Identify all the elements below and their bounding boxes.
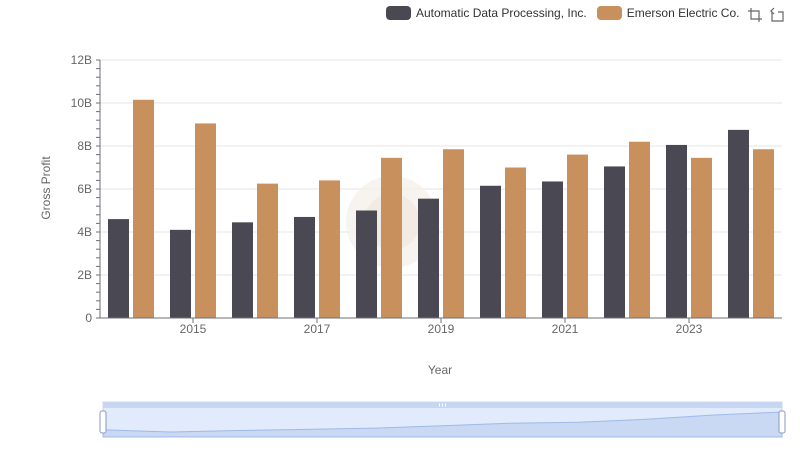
y-tick-label: 8B (77, 139, 92, 153)
bar-adp-2023 (666, 144, 687, 318)
bar-emerson-2014 (133, 99, 154, 319)
bar-adp-2020 (480, 185, 501, 318)
x-axis-title: Year (428, 363, 452, 377)
y-tick-label: 10B (71, 96, 92, 110)
bar-emerson-2018 (381, 157, 402, 318)
bar-emerson-2017 (319, 180, 340, 318)
data-zoom-handle-right (778, 410, 786, 434)
x-tick-label: 2017 (304, 322, 331, 336)
toolbox (746, 6, 790, 24)
bar-emerson-2024 (753, 149, 774, 318)
x-tick-label: 2019 (428, 322, 455, 336)
legend-item-adp[interactable]: Automatic Data Processing, Inc. (386, 6, 587, 20)
bar-adp-2018 (356, 210, 377, 318)
bar-adp-2024 (728, 129, 749, 318)
bar-emerson-2015 (195, 123, 216, 318)
bar-adp-2014 (108, 219, 129, 318)
bar-emerson-2021 (567, 154, 588, 318)
x-axis: 2015 2017 2019 2021 2023 (100, 317, 782, 336)
bar-emerson-2023 (691, 157, 712, 318)
legend-swatch-emerson (596, 6, 622, 20)
bar-emerson-2020 (505, 167, 526, 318)
y-axis: 0 2B 4B 6B 8B 10B 12B (71, 53, 101, 325)
y-tick-label: 2B (77, 268, 92, 282)
data-zoom-slider[interactable] (99, 401, 786, 438)
bar-adp-2016 (232, 222, 253, 318)
legend-swatch-adp (386, 6, 411, 20)
bar-adp-2022 (604, 166, 625, 318)
bar-adp-2015 (170, 229, 191, 318)
bar-adp-2021 (542, 181, 563, 318)
legend-label-emerson: Emerson Electric Co. (626, 6, 740, 20)
y-tick-label: 0 (85, 311, 92, 325)
restore-icon[interactable] (768, 6, 786, 24)
legend-item-emerson[interactable]: Emerson Electric Co. (596, 6, 740, 20)
x-tick-label: 2015 (180, 322, 207, 336)
bar-adp-2019 (418, 198, 439, 318)
bars (108, 99, 774, 319)
zoom-icon[interactable] (746, 6, 764, 24)
y-tick-label: 4B (77, 225, 92, 239)
bar-emerson-2022 (629, 141, 650, 318)
bar-emerson-2016 (257, 183, 278, 318)
y-tick-label: 6B (77, 182, 92, 196)
data-zoom-grip-icon (439, 403, 446, 407)
x-tick-label: 2023 (676, 322, 703, 336)
x-tick-label: 2021 (552, 322, 579, 336)
y-axis-title: Gross Profit (39, 156, 53, 220)
bar-emerson-2019 (443, 149, 464, 318)
data-zoom-overview (102, 411, 783, 438)
y-tick-label: 12B (71, 53, 92, 67)
legend-label-adp: Automatic Data Processing, Inc. (416, 6, 587, 20)
data-zoom-handle-left (99, 410, 107, 434)
legend: Automatic Data Processing, Inc. Emerson … (386, 4, 749, 22)
bar-adp-2017 (294, 216, 315, 318)
